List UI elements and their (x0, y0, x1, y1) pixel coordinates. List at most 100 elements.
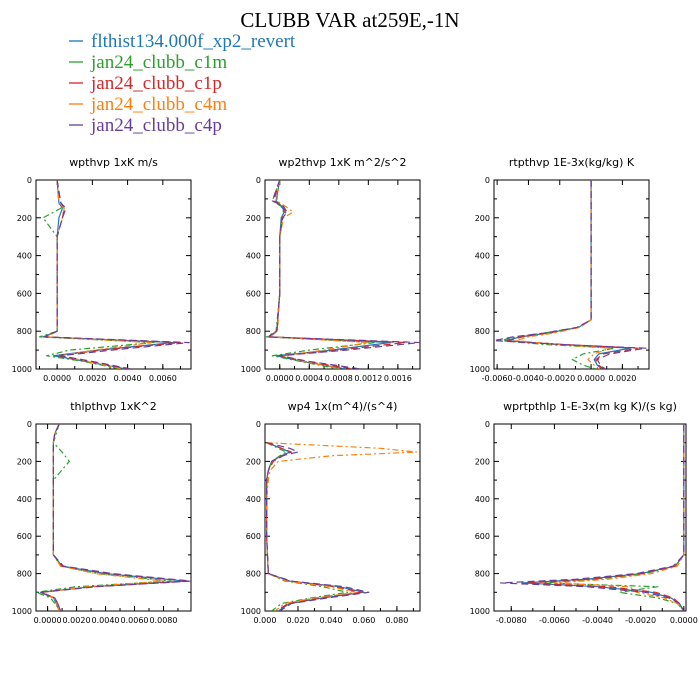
y-tick-label: 0 (485, 176, 490, 185)
panel-title: wp2thvp 1xK m^2/s^2 (278, 156, 406, 169)
legend-label: jan24_clubb_c1m (90, 52, 227, 73)
y-tick-label: 400 (17, 252, 32, 261)
x-tick-label: -0.0020 (625, 616, 656, 625)
legend-entry: jan24_clubb_c1m (69, 52, 227, 73)
legend-label: jan24_clubb_c1p (90, 73, 222, 94)
legend-entry: flthist134.000f_xp2_revert (69, 31, 296, 52)
series-line (44, 180, 182, 369)
y-tick-label: 200 (475, 214, 490, 223)
x-tick-label: 0.0020 (78, 374, 106, 383)
x-tick-label: 0.060 (352, 616, 375, 625)
y-tick-label: 800 (475, 570, 490, 579)
legend: flthist134.000f_xp2_revertjan24_clubb_c1… (69, 31, 296, 136)
y-tick-label: 600 (246, 532, 261, 541)
y-tick-label: 0 (27, 176, 32, 185)
x-tick-label: 0.0000 (43, 374, 71, 383)
x-tick-label: -0.0040 (513, 374, 544, 383)
y-tick-label: 0 (256, 176, 261, 185)
y-tick-label: 0 (485, 420, 490, 429)
y-tick-label: 1000 (241, 365, 261, 374)
x-tick-label: 0.0040 (114, 374, 142, 383)
series-line (543, 424, 685, 611)
x-tick-label: 0.020 (287, 616, 310, 625)
panel: wpthvp 1xK m/s 0 200 400 600 800 1000 0.0000 0.0… (12, 156, 192, 383)
x-tick-label: 0.080 (385, 616, 408, 625)
y-tick-label: 1000 (12, 607, 32, 616)
panel-title: wp4 1x(m^4)/(s^4) (288, 400, 398, 413)
panel: rtpthvp 1E-3x(kg/kg) K02004006008001000-… (470, 156, 650, 383)
x-tick-label: 0.0020 (63, 616, 91, 625)
series-group (494, 180, 647, 369)
y-tick-label: 200 (17, 214, 32, 223)
panel-title: rtpthvp 1E-3x(kg/kg) K (509, 156, 635, 169)
y-tick-label: 400 (475, 495, 490, 504)
legend-entry: jan24_clubb_c4p (69, 115, 222, 136)
figure-title: CLUBB VAR at259E,-1N (240, 8, 459, 32)
panel-title: wprtpthlp 1-E-3x(m kg K)/(s kg) (503, 400, 677, 413)
y-tick-label: 800 (246, 327, 261, 336)
x-tick-label: -0.0080 (496, 616, 527, 625)
x-tick-label: 0.0004 (295, 374, 323, 383)
panel-title: thlpthvp 1xK^2 (70, 400, 157, 413)
series-line (266, 442, 349, 611)
panel-frame (264, 423, 421, 612)
x-tick-label: 0.040 (320, 616, 343, 625)
x-tick-label: -0.0020 (544, 374, 575, 383)
x-tick-label: 0.0080 (149, 616, 177, 625)
y-tick-label: 600 (17, 289, 32, 298)
x-tick-label: 0.0000 (577, 374, 605, 383)
series-group (499, 424, 685, 611)
y-tick-label: 400 (246, 495, 261, 504)
y-tick-label: 200 (475, 457, 490, 466)
series-group (266, 442, 418, 611)
y-tick-label: 1000 (470, 607, 490, 616)
y-tick-label: 600 (17, 532, 32, 541)
series-line (44, 180, 190, 369)
legend-label: flthist134.000f_xp2_revert (91, 31, 296, 52)
y-tick-label: 1000 (12, 365, 32, 374)
y-tick-label: 200 (246, 457, 261, 466)
legend-entry: jan24_clubb_c1p (69, 73, 222, 94)
x-tick-label: 0.0000 (670, 616, 698, 625)
x-tick-label: 0.0016 (384, 374, 412, 383)
y-tick-label: 400 (475, 252, 490, 261)
y-tick-label: 800 (17, 570, 32, 579)
y-tick-label: 0 (256, 420, 261, 429)
y-tick-label: 200 (246, 214, 261, 223)
y-tick-label: 800 (475, 327, 490, 336)
series-line (504, 180, 631, 369)
series-line (515, 180, 611, 369)
series-group (36, 424, 191, 611)
y-tick-label: 0 (27, 420, 32, 429)
x-tick-label: 0.0040 (92, 616, 120, 625)
panel: wprtpthlp 1-E-3x(m kg K)/(s kg) 0 200 400 60… (470, 400, 698, 625)
y-tick-label: 600 (246, 289, 261, 298)
y-tick-label: 400 (246, 252, 261, 261)
series-group (265, 180, 420, 369)
y-tick-label: 800 (17, 327, 32, 336)
series-line (266, 442, 370, 611)
x-tick-label: -0.0060 (482, 374, 513, 383)
series-line (553, 424, 685, 611)
x-tick-label: 0.0012 (354, 374, 382, 383)
x-tick-label: 0.0008 (325, 374, 353, 383)
legend-entry: jan24_clubb_c4m (69, 94, 227, 115)
x-tick-label: 0.0000 (266, 374, 294, 383)
y-tick-label: 600 (475, 289, 490, 298)
x-tick-label: 0.0020 (608, 374, 636, 383)
series-line (39, 424, 191, 611)
x-tick-label: -0.0040 (582, 616, 613, 625)
series-group (38, 180, 190, 369)
y-tick-label: 200 (17, 457, 32, 466)
series-line (499, 424, 685, 611)
series-line (266, 442, 362, 611)
series-line (267, 180, 420, 369)
x-tick-label: 0.0060 (149, 374, 177, 383)
y-tick-label: 400 (17, 495, 32, 504)
series-line (266, 442, 418, 611)
series-line (507, 180, 639, 369)
